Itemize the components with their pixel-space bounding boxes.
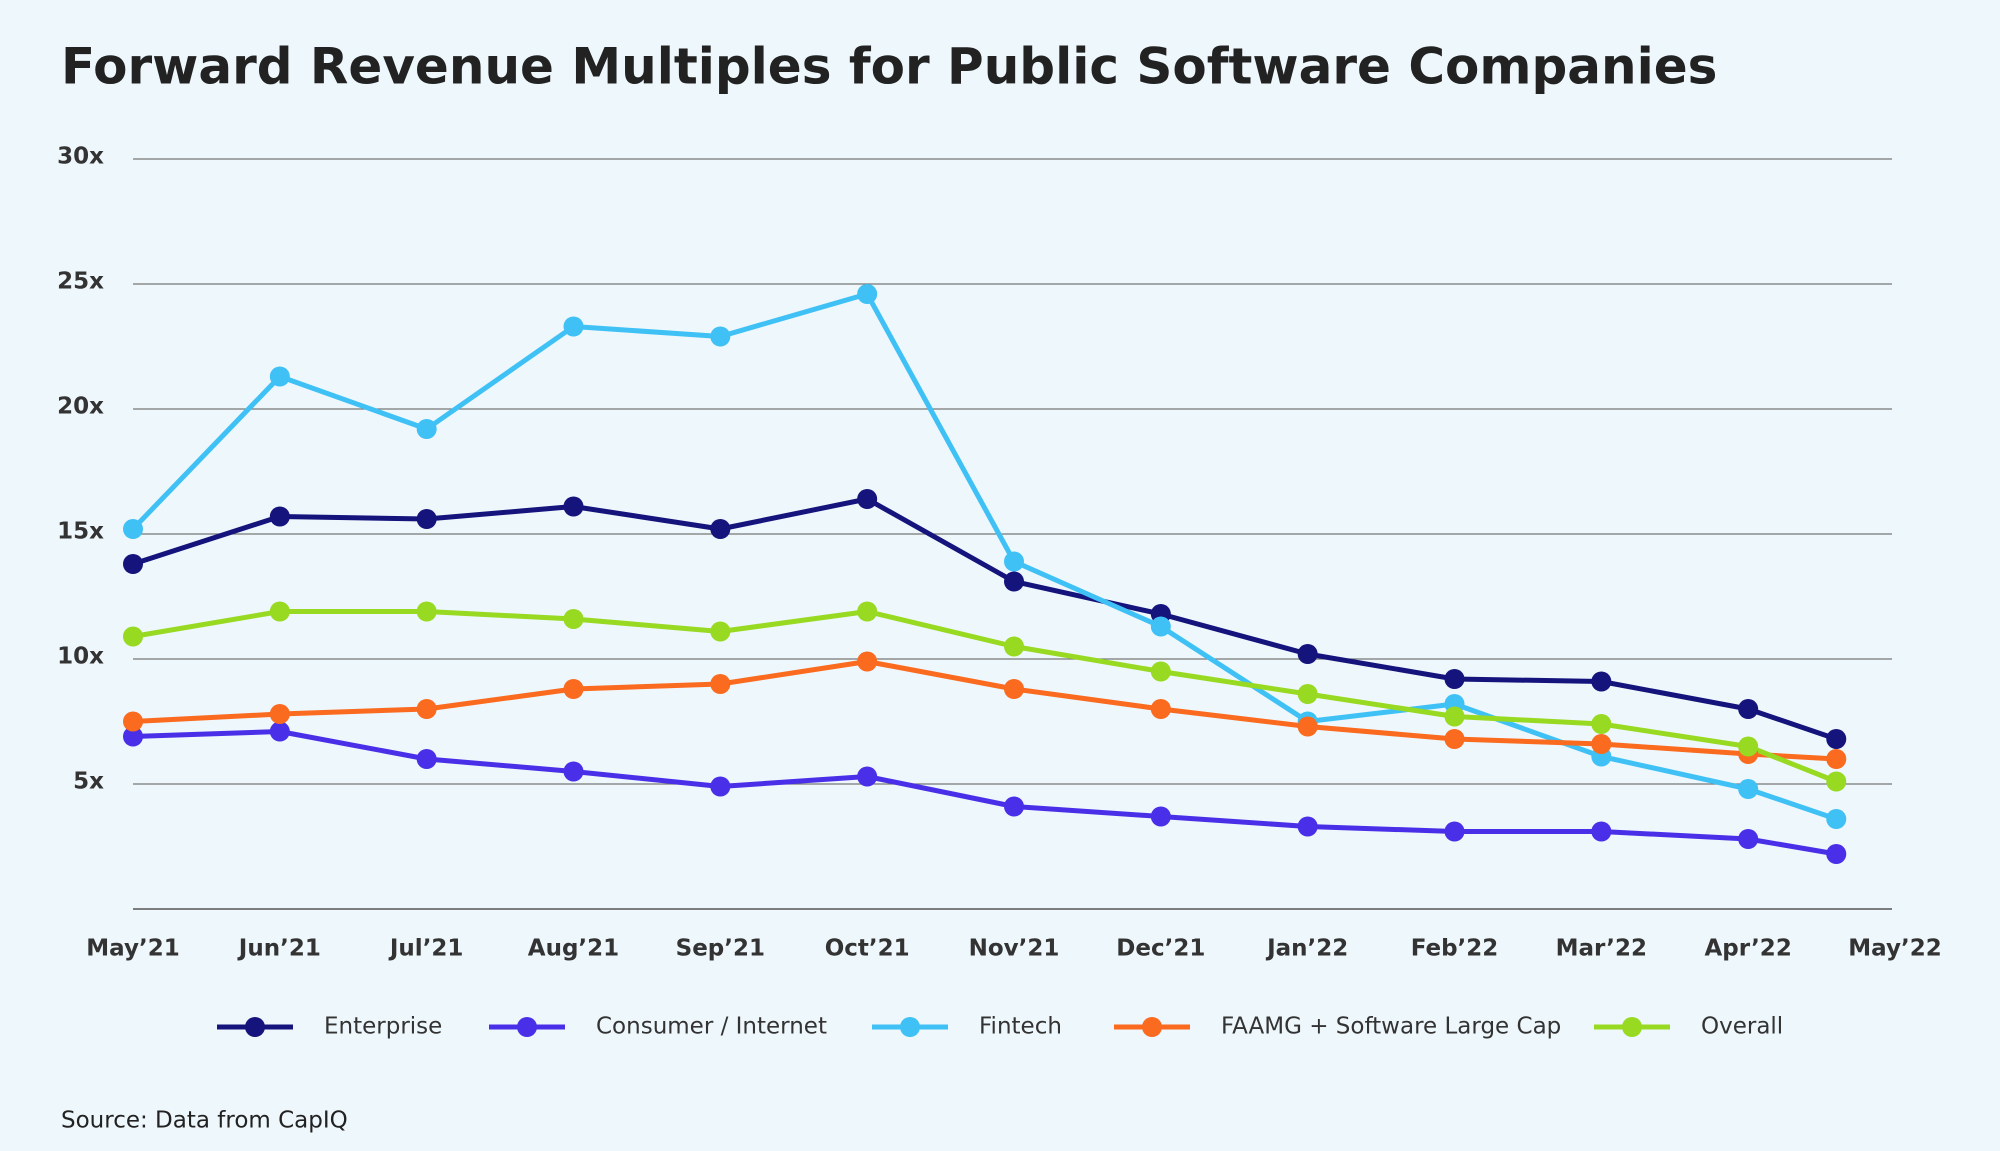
x-tick-label: Jul’21 (388, 936, 464, 962)
data-point (563, 316, 584, 337)
data-point (123, 519, 143, 539)
x-tick-label: Oct’21 (825, 936, 910, 962)
legend-label: Enterprise (324, 1014, 442, 1040)
data-point (1004, 571, 1024, 592)
data-point (416, 699, 437, 719)
data-point (857, 651, 878, 672)
x-tick-label: Aug’21 (528, 936, 619, 962)
data-point (1826, 729, 1847, 749)
data-point (1150, 616, 1171, 637)
data-point (1591, 821, 1612, 842)
data-point (857, 601, 878, 622)
data-point (1297, 816, 1318, 837)
data-point (416, 601, 437, 622)
y-tick-label: 10x (57, 644, 104, 670)
data-point (1297, 644, 1318, 664)
data-point (1738, 736, 1759, 757)
data-point (123, 711, 143, 732)
y-tick-label: 20x (57, 394, 104, 420)
data-point (563, 679, 584, 699)
data-point (710, 674, 731, 694)
data-point (1826, 771, 1847, 792)
data-point (1826, 844, 1847, 864)
data-point (1444, 669, 1465, 689)
data-point (710, 621, 731, 642)
x-tick-label: Feb’22 (1411, 936, 1499, 962)
legend-label: FAAMG + Software Large Cap (1221, 1014, 1561, 1040)
x-tick-label: May’21 (86, 936, 179, 962)
data-point (123, 626, 143, 647)
data-point (1297, 716, 1318, 737)
legend-marker (245, 1017, 265, 1037)
data-point (857, 284, 878, 304)
data-point (1150, 699, 1171, 719)
data-point (416, 419, 437, 439)
data-point (123, 554, 143, 574)
data-point (1591, 734, 1612, 754)
data-point (563, 496, 584, 517)
data-point (1297, 684, 1318, 704)
data-point (1444, 729, 1465, 749)
source-note: Source: Data from CapIQ (61, 1108, 348, 1134)
data-point (1444, 706, 1465, 727)
data-point (269, 366, 290, 387)
x-tick-label: Apr’22 (1705, 936, 1792, 962)
x-tick-label: Nov’21 (969, 936, 1060, 962)
chart-title: Forward Revenue Multiples for Public Sof… (61, 38, 1717, 96)
data-point (416, 749, 437, 769)
data-point (1444, 821, 1465, 842)
data-point (1591, 671, 1612, 692)
data-point (1004, 679, 1024, 699)
y-tick-label: 15x (57, 519, 104, 545)
data-point (123, 726, 143, 747)
x-tick-label: Sep’21 (676, 936, 765, 962)
x-tick-label: Jan’22 (1265, 936, 1348, 962)
data-point (269, 601, 290, 622)
data-point (710, 776, 731, 797)
data-point (1004, 636, 1024, 657)
legend-marker (1622, 1017, 1642, 1037)
data-point (269, 721, 290, 742)
legend-label: Overall (1701, 1014, 1783, 1040)
data-point (1826, 809, 1847, 829)
legend-label: Consumer / Internet (596, 1014, 827, 1040)
data-point (1738, 779, 1759, 799)
legend-marker (517, 1017, 537, 1037)
data-point (1150, 806, 1171, 827)
data-point (1150, 661, 1171, 682)
y-tick-label: 5x (73, 769, 104, 795)
data-point (269, 506, 290, 527)
data-point (269, 704, 290, 724)
data-point (1004, 551, 1024, 572)
data-point (1826, 749, 1847, 769)
data-point (710, 326, 731, 347)
data-point (1738, 699, 1759, 719)
y-tick-label: 25x (57, 269, 104, 295)
data-point (857, 489, 878, 509)
data-point (563, 761, 584, 782)
legend-marker (900, 1017, 920, 1037)
legend-marker (1142, 1017, 1162, 1037)
x-tick-label: May’22 (1848, 936, 1941, 962)
x-tick-label: Jun’21 (237, 936, 321, 962)
data-point (416, 509, 437, 529)
data-point (1738, 829, 1759, 849)
data-point (1004, 796, 1024, 817)
x-tick-label: Dec’21 (1116, 936, 1205, 962)
y-tick-label: 30x (57, 144, 104, 170)
data-point (1591, 714, 1612, 734)
data-point (857, 766, 878, 787)
data-point (710, 519, 731, 539)
legend-label: Fintech (979, 1014, 1062, 1040)
x-tick-label: Mar’22 (1556, 936, 1647, 962)
data-point (563, 609, 584, 629)
